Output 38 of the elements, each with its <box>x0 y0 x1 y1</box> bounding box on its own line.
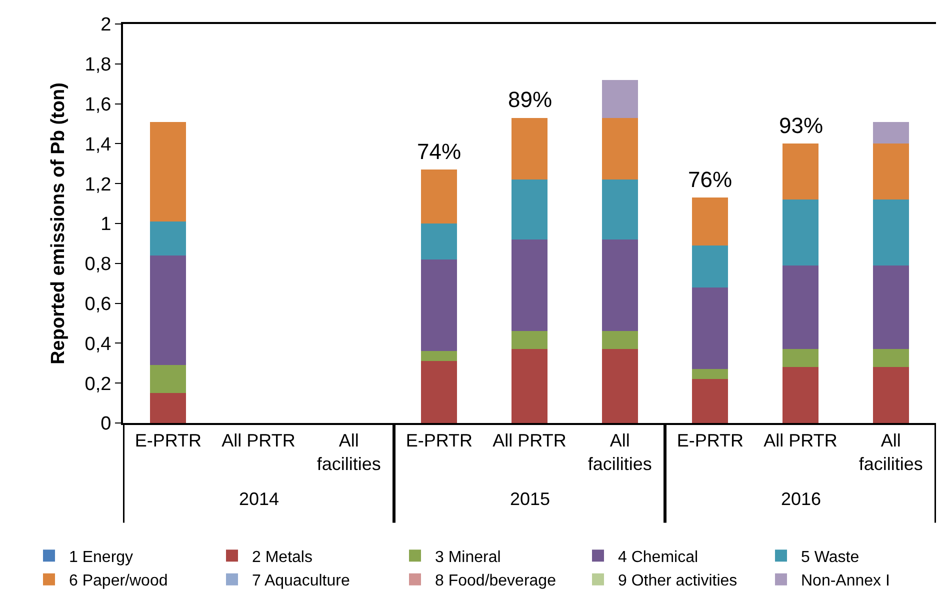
annotation: 89% <box>508 87 552 112</box>
annotation: 74% <box>417 139 462 164</box>
x-tick-label: All facilities <box>858 430 923 474</box>
y-tick-label: 0,6 <box>84 294 112 315</box>
x-tick-label: E-PRTR <box>676 430 744 451</box>
y-tick-label: 0 <box>100 414 112 435</box>
y-tick-label: 1,8 <box>84 54 112 76</box>
legend-label: 7 Aquaculture <box>252 572 350 590</box>
x-tick-label: E-PRTR <box>406 430 473 451</box>
annotation: 93% <box>779 113 824 138</box>
y-axis-title: Reported emissions of Pb (ton) <box>48 82 70 364</box>
y-tick-label: 1 <box>100 214 112 236</box>
legend-label: 5 Waste <box>801 548 860 566</box>
y-tick-label: 2 <box>100 14 112 36</box>
legend-label: 3 Mineral <box>435 548 501 566</box>
legend-label: 4 Chemical <box>618 548 698 566</box>
y-tick-label: 1,2 <box>84 174 112 196</box>
y-tick-label: 0,8 <box>84 254 112 276</box>
y-tick-label: 1,4 <box>84 134 112 156</box>
text: 2014 <box>239 489 280 509</box>
text: 2015 <box>510 489 550 509</box>
x-tick-label: All PRTR <box>222 430 296 451</box>
x-tick-label: All PRTR <box>492 430 566 451</box>
legend-label: 6 Paper/wood <box>69 572 168 590</box>
y-tick-label: 0,2 <box>84 374 112 395</box>
legend-label: 2 Metals <box>252 548 312 566</box>
annotation: 76% <box>688 167 732 192</box>
x-tick-label: All facilities <box>588 430 652 474</box>
y-tick-label: 0,4 <box>84 334 112 355</box>
legend-label: 9 Other activities <box>618 572 738 590</box>
legend-label: 1 Energy <box>69 548 134 566</box>
text: 2016 <box>781 489 822 509</box>
x-tick-label: All facilities <box>316 430 381 474</box>
legend-label: Non-Annex I <box>801 572 890 590</box>
x-tick-label: E-PRTR <box>134 430 202 451</box>
y-tick-label: 1,6 <box>84 94 112 116</box>
legend-label: 8 Food/beverage <box>435 572 556 590</box>
x-tick-label: All PRTR <box>764 430 838 451</box>
